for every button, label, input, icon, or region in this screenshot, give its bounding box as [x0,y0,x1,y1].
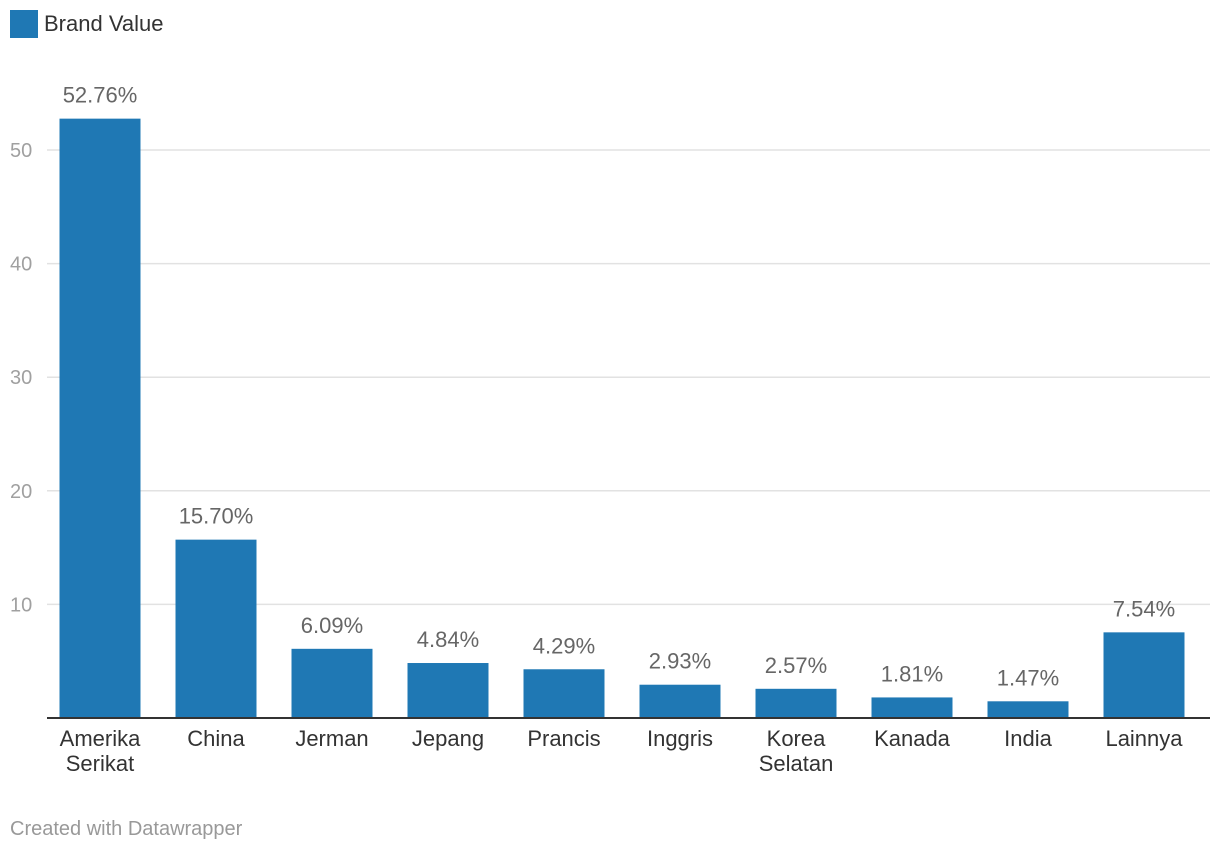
data-label: 1.81% [881,661,943,686]
bar [175,539,257,718]
y-tick-label: 20 [10,481,32,503]
footer-credit: Created with Datawrapper [10,818,243,840]
legend-label: Brand Value [44,11,164,36]
category-label: Lainnya [1105,726,1183,751]
data-label: 1.47% [997,665,1059,690]
category-label: Prancis [527,726,600,751]
bar [291,648,373,718]
data-label: 15.70% [179,504,254,529]
legend-swatch [10,10,38,38]
category-label: China [187,726,245,751]
data-label: 6.09% [301,613,363,638]
category-labels: Amerika Serikat China Jerman Jepang Prancis In… [60,726,1184,776]
category-label: Jerman [295,726,368,751]
data-label: 2.57% [765,653,827,678]
y-tick-label: 30 [10,367,32,389]
bar [639,684,721,718]
category-label: Korea Selatan [759,726,834,776]
category-label: Kanada [874,726,951,751]
category-label: India [1004,726,1052,751]
bars [59,118,1185,718]
bar [59,118,141,718]
category-label: Inggris [647,726,713,751]
bar [407,663,489,718]
legend: Brand Value [10,10,163,38]
y-tick-label: 40 [10,254,32,276]
bar [1103,632,1185,718]
bar [871,697,953,718]
data-label: 4.84% [417,627,479,652]
bar [987,701,1069,718]
value-labels: 52.76% 15.70% 6.09% 4.84% 4.29% 2.93% 2.57% 1.8… [63,83,1176,691]
data-label: 2.93% [649,649,711,674]
data-label: 52.76% [63,83,138,108]
y-tick-label: 50 [10,140,32,162]
bar [755,688,837,718]
category-label: Amerika Serikat [60,726,141,776]
data-label: 7.54% [1113,596,1175,621]
data-label: 4.29% [533,633,595,658]
bar [523,669,605,718]
category-label: Jepang [412,726,484,751]
y-tick-label: 10 [10,594,32,616]
